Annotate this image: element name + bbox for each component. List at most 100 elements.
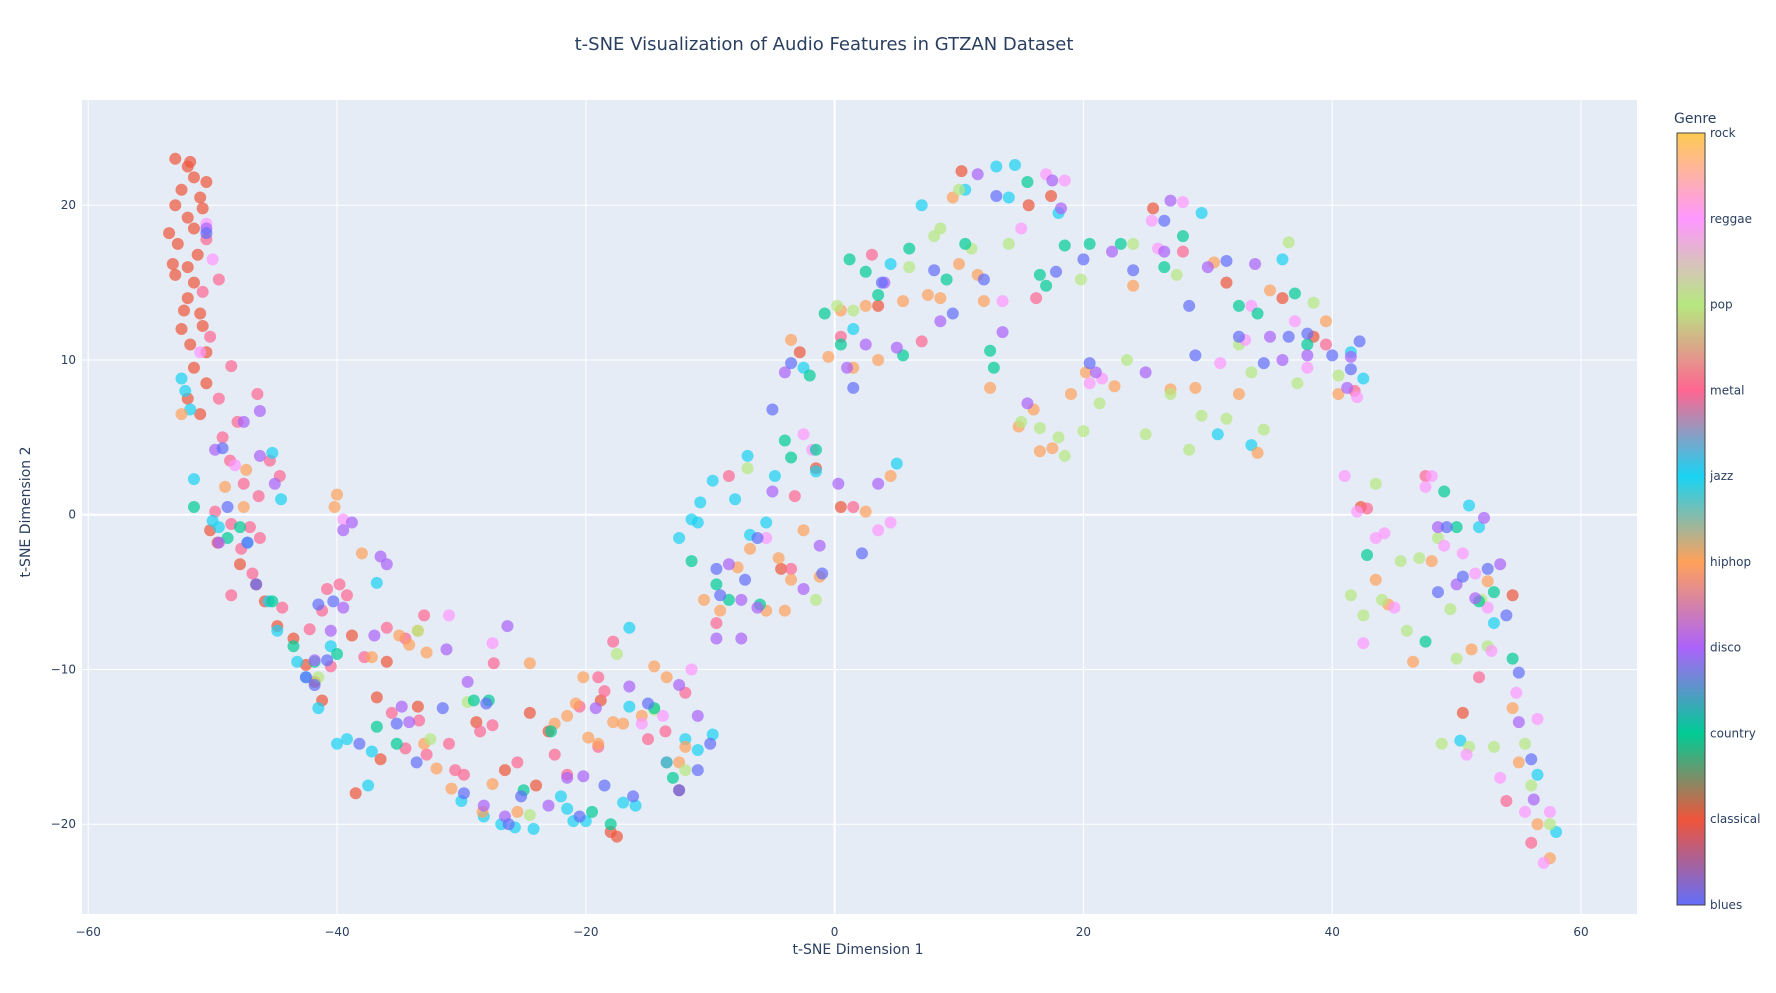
data-point-classical bbox=[187, 276, 200, 289]
data-point-blues bbox=[1220, 254, 1233, 267]
data-point-classical bbox=[191, 248, 204, 261]
colorbar-label-classical: classical bbox=[1710, 812, 1760, 826]
data-point-metal bbox=[1500, 795, 1513, 808]
data-point-hiphop bbox=[984, 381, 997, 394]
data-point-country bbox=[710, 578, 723, 591]
colorbar-title: Genre bbox=[1674, 111, 1716, 127]
data-point-classical bbox=[411, 700, 424, 713]
x-tick-label: −20 bbox=[573, 925, 598, 939]
data-point-hiphop bbox=[785, 573, 798, 586]
data-point-disco bbox=[337, 601, 350, 614]
data-point-blues bbox=[1500, 609, 1513, 622]
data-point-metal bbox=[1030, 292, 1043, 305]
data-point-hiphop bbox=[511, 805, 524, 818]
data-point-jazz bbox=[706, 728, 719, 741]
data-point-classical bbox=[194, 191, 207, 204]
data-point-metal bbox=[865, 248, 878, 261]
y-axis-label: t-SNE Dimension 2 bbox=[18, 447, 34, 578]
data-point-disco bbox=[890, 341, 903, 354]
data-point-disco bbox=[561, 771, 574, 784]
data-point-country bbox=[987, 361, 1000, 374]
y-tick-label: −20 bbox=[51, 817, 76, 831]
data-point-disco bbox=[1469, 592, 1482, 605]
data-point-hiphop bbox=[785, 333, 798, 346]
data-point-blues bbox=[627, 790, 640, 803]
data-point-disco bbox=[841, 361, 854, 374]
data-point-jazz bbox=[561, 802, 574, 815]
data-point-jazz bbox=[629, 799, 642, 812]
data-point-blues bbox=[250, 578, 263, 591]
data-point-country bbox=[1361, 548, 1374, 561]
data-point-classical bbox=[1022, 199, 1035, 212]
data-point-jazz bbox=[1211, 428, 1224, 441]
data-point-classical bbox=[181, 292, 194, 305]
data-point-jazz bbox=[175, 372, 188, 385]
data-point-classical bbox=[1456, 706, 1469, 719]
y-tick-label: −10 bbox=[51, 662, 76, 676]
data-point-metal bbox=[1176, 245, 1189, 258]
data-point-country bbox=[586, 805, 599, 818]
x-axis-label: t-SNE Dimension 1 bbox=[793, 942, 924, 958]
data-point-pop bbox=[1487, 740, 1500, 753]
data-point-pop bbox=[1077, 425, 1090, 438]
data-point-hiphop bbox=[430, 762, 443, 775]
data-point-blues bbox=[1456, 570, 1469, 583]
data-point-pop bbox=[1413, 552, 1426, 565]
data-point-blues bbox=[1431, 586, 1444, 599]
data-point-metal bbox=[1473, 671, 1486, 684]
data-point-hiphop bbox=[921, 288, 934, 301]
data-point-country bbox=[809, 443, 822, 456]
data-point-country bbox=[843, 253, 856, 266]
data-point-metal bbox=[204, 330, 217, 343]
data-point-blues bbox=[642, 697, 655, 710]
data-point-hiphop bbox=[714, 604, 727, 617]
data-point-disco bbox=[501, 620, 514, 633]
data-point-classical bbox=[169, 268, 182, 281]
data-point-classical bbox=[374, 753, 387, 766]
data-point-country bbox=[467, 694, 480, 707]
data-point-reggae bbox=[1058, 174, 1071, 187]
data-point-pop bbox=[847, 304, 860, 317]
data-point-metal bbox=[413, 714, 426, 727]
data-point-jazz bbox=[691, 743, 704, 756]
data-point-metal bbox=[212, 392, 225, 405]
data-point-hiphop bbox=[1189, 381, 1202, 394]
data-point-disco bbox=[212, 536, 225, 549]
data-point-classical bbox=[1276, 292, 1289, 305]
data-point-pop bbox=[523, 808, 536, 821]
data-point-country bbox=[1506, 652, 1519, 665]
data-point-disco bbox=[1477, 511, 1490, 524]
data-point-hiphop bbox=[797, 524, 810, 537]
data-point-pop bbox=[1519, 737, 1532, 750]
data-point-hiphop bbox=[1407, 655, 1420, 668]
data-point-country bbox=[1158, 261, 1171, 274]
data-point-jazz bbox=[706, 474, 719, 487]
data-point-blues bbox=[1525, 753, 1538, 766]
data-point-reggae bbox=[486, 637, 499, 650]
data-point-country bbox=[984, 344, 997, 357]
data-point-blues bbox=[390, 717, 403, 730]
data-point-metal bbox=[420, 748, 433, 761]
data-point-jazz bbox=[370, 576, 383, 589]
data-point-blues bbox=[515, 790, 528, 803]
data-point-country bbox=[685, 555, 698, 568]
data-point-country bbox=[331, 648, 344, 661]
data-point-pop bbox=[1127, 237, 1140, 250]
data-point-reggae bbox=[1419, 480, 1432, 493]
data-point-pop bbox=[679, 764, 692, 777]
data-point-blues bbox=[691, 764, 704, 777]
x-tick-label: 40 bbox=[1325, 925, 1340, 939]
data-point-disco bbox=[1046, 174, 1059, 187]
data-point-pop bbox=[1002, 237, 1015, 250]
data-point-disco bbox=[673, 678, 686, 691]
data-point-hiphop bbox=[1465, 643, 1478, 656]
data-point-metal bbox=[659, 725, 672, 738]
data-point-disco bbox=[710, 632, 723, 645]
data-point-jazz bbox=[623, 700, 636, 713]
data-point-pop bbox=[903, 261, 916, 274]
data-point-blues bbox=[321, 654, 334, 667]
data-point-reggae bbox=[1378, 527, 1391, 540]
data-point-pop bbox=[1195, 409, 1208, 422]
data-point-reggae bbox=[1083, 377, 1096, 390]
